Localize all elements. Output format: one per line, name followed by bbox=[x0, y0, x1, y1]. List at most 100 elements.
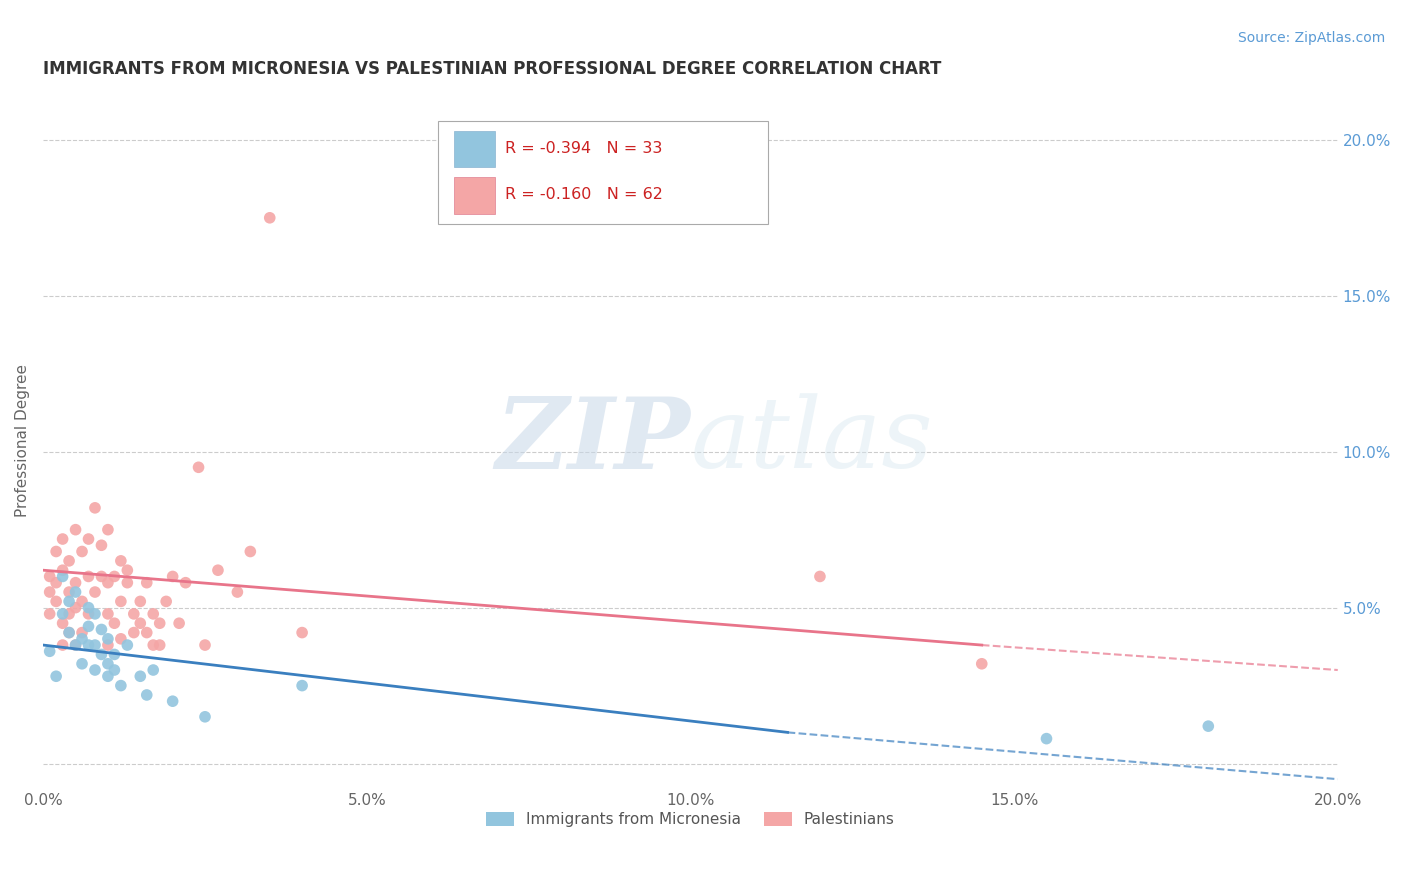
Point bbox=[135, 688, 157, 702]
Text: IMMIGRANTS FROM MICRONESIA VS PALESTINIAN PROFESSIONAL DEGREE CORRELATION CHART: IMMIGRANTS FROM MICRONESIA VS PALESTINIA… bbox=[44, 60, 942, 78]
Point bbox=[155, 594, 177, 608]
Point bbox=[90, 569, 112, 583]
Point bbox=[110, 679, 132, 693]
Point bbox=[135, 575, 157, 590]
Text: ZIP: ZIP bbox=[495, 392, 690, 489]
Point bbox=[77, 638, 100, 652]
Point bbox=[122, 625, 145, 640]
Point bbox=[90, 538, 112, 552]
Point bbox=[84, 585, 107, 599]
Point bbox=[77, 600, 100, 615]
Point bbox=[117, 638, 139, 652]
Point bbox=[110, 594, 132, 608]
Point bbox=[226, 585, 249, 599]
Point bbox=[117, 563, 139, 577]
Point bbox=[65, 600, 87, 615]
Point bbox=[1197, 719, 1219, 733]
Point bbox=[129, 669, 152, 683]
Point bbox=[58, 554, 80, 568]
Bar bbox=[454, 178, 495, 213]
Point bbox=[259, 211, 281, 225]
Point bbox=[38, 585, 60, 599]
Point bbox=[77, 619, 100, 633]
Point bbox=[58, 585, 80, 599]
Point bbox=[97, 523, 120, 537]
Point bbox=[970, 657, 993, 671]
Point bbox=[58, 594, 80, 608]
Point bbox=[70, 594, 93, 608]
Point bbox=[52, 569, 75, 583]
Point bbox=[77, 569, 100, 583]
Point bbox=[149, 638, 172, 652]
Y-axis label: Professional Degree: Professional Degree bbox=[15, 364, 30, 517]
Point bbox=[291, 679, 314, 693]
Point bbox=[174, 575, 197, 590]
Point bbox=[291, 625, 314, 640]
Point bbox=[239, 544, 262, 558]
Point bbox=[97, 638, 120, 652]
Point bbox=[84, 500, 107, 515]
Point bbox=[65, 638, 87, 652]
Point bbox=[187, 460, 209, 475]
Text: R = -0.160   N = 62: R = -0.160 N = 62 bbox=[505, 187, 664, 202]
Point bbox=[149, 616, 172, 631]
Point bbox=[162, 569, 184, 583]
Point bbox=[117, 575, 139, 590]
Point bbox=[103, 616, 125, 631]
Point bbox=[84, 663, 107, 677]
Text: atlas: atlas bbox=[690, 393, 934, 489]
Point bbox=[162, 694, 184, 708]
Point bbox=[58, 625, 80, 640]
Point bbox=[70, 632, 93, 646]
Bar bbox=[454, 131, 495, 167]
Legend: Immigrants from Micronesia, Palestinians: Immigrants from Micronesia, Palestinians bbox=[481, 805, 901, 833]
Point bbox=[110, 632, 132, 646]
Point bbox=[97, 632, 120, 646]
Point bbox=[142, 607, 165, 621]
Point bbox=[58, 607, 80, 621]
Point bbox=[65, 585, 87, 599]
Point bbox=[129, 594, 152, 608]
Point bbox=[65, 575, 87, 590]
Text: Source: ZipAtlas.com: Source: ZipAtlas.com bbox=[1237, 31, 1385, 45]
Point bbox=[90, 623, 112, 637]
Point bbox=[38, 607, 60, 621]
Point bbox=[207, 563, 229, 577]
Point bbox=[1035, 731, 1057, 746]
Point bbox=[135, 625, 157, 640]
Text: R = -0.394   N = 33: R = -0.394 N = 33 bbox=[505, 141, 662, 156]
Point bbox=[52, 607, 75, 621]
Point bbox=[808, 569, 831, 583]
FancyBboxPatch shape bbox=[439, 120, 768, 224]
Point bbox=[97, 607, 120, 621]
Point bbox=[103, 569, 125, 583]
Point bbox=[84, 607, 107, 621]
Point bbox=[110, 554, 132, 568]
Point bbox=[45, 669, 67, 683]
Point bbox=[77, 532, 100, 546]
Point bbox=[45, 575, 67, 590]
Point bbox=[52, 532, 75, 546]
Point bbox=[70, 544, 93, 558]
Point bbox=[38, 644, 60, 658]
Point bbox=[90, 648, 112, 662]
Point bbox=[45, 594, 67, 608]
Point bbox=[142, 638, 165, 652]
Point bbox=[58, 625, 80, 640]
Point bbox=[122, 607, 145, 621]
Point bbox=[52, 563, 75, 577]
Point bbox=[65, 523, 87, 537]
Point bbox=[52, 616, 75, 631]
Point bbox=[194, 638, 217, 652]
Point bbox=[97, 657, 120, 671]
Point bbox=[142, 663, 165, 677]
Point bbox=[45, 544, 67, 558]
Point bbox=[70, 657, 93, 671]
Point bbox=[65, 638, 87, 652]
Point bbox=[84, 638, 107, 652]
Point bbox=[103, 663, 125, 677]
Point bbox=[194, 710, 217, 724]
Point bbox=[38, 569, 60, 583]
Point bbox=[70, 625, 93, 640]
Point bbox=[167, 616, 190, 631]
